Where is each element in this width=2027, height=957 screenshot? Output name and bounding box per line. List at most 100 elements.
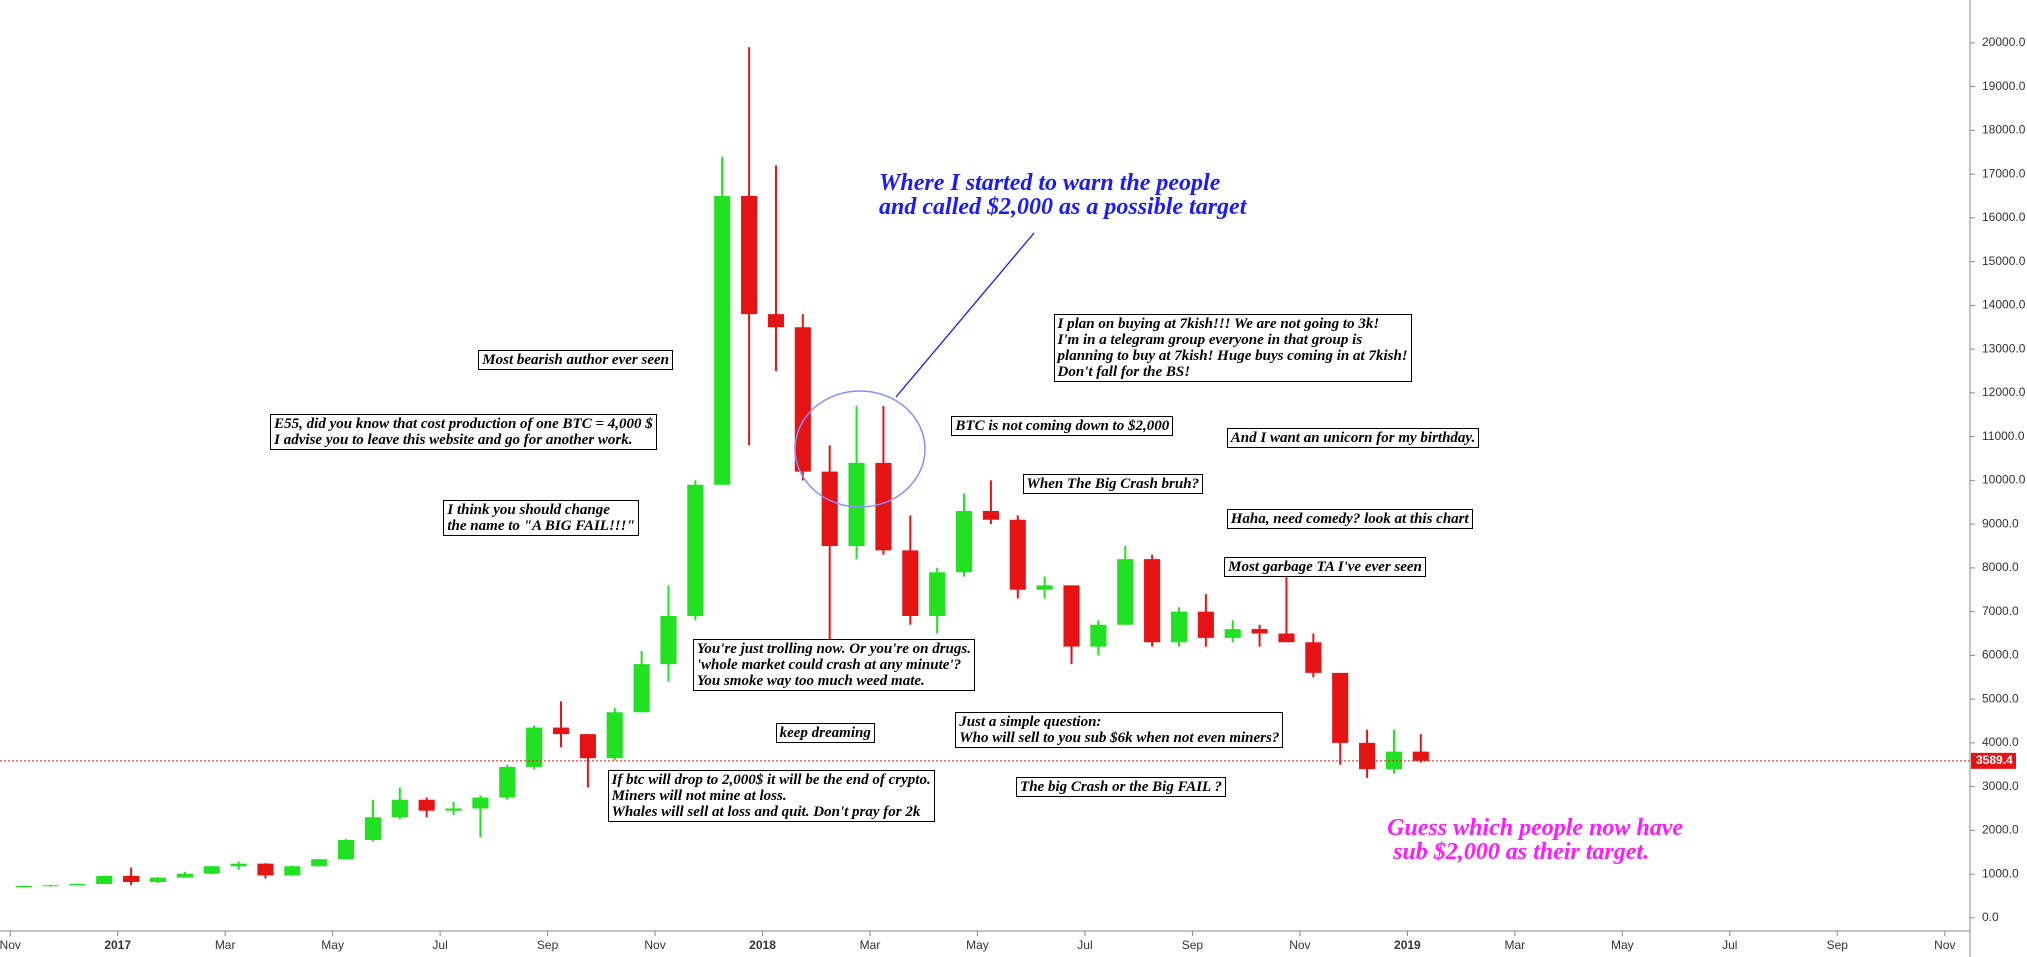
annotation-line: Who will sell to you sub $6k when not ev…	[959, 730, 1280, 747]
annotation-line: When The Big Crash bruh?	[1026, 476, 1200, 493]
candle-body	[1359, 742, 1376, 770]
y-tick-label: 4000.0	[1982, 735, 2019, 749]
candle-body	[418, 799, 435, 811]
candle-body	[552, 727, 570, 735]
annotation-line: The big Crash or the Big FAIL ?	[1020, 778, 1222, 795]
candle-body	[714, 196, 731, 485]
annotation: You're just trolling now. Or you're on d…	[692, 638, 975, 691]
x-tick-label: Nov	[0, 938, 21, 952]
y-tick-label: 10000.0	[1982, 473, 2026, 487]
x-tick-label: Mar	[1505, 938, 1526, 952]
annotation-line: Most bearish author ever seen	[482, 352, 669, 369]
annotation-line: Most garbage TA I've ever seen	[1228, 559, 1422, 576]
y-tick-label: 6000.0	[1982, 648, 2019, 662]
candle-body	[203, 866, 220, 874]
last-price-label: 3589.4	[1976, 753, 2013, 767]
candle-body	[257, 863, 274, 876]
annotation: Just a simple question: Who will sell to …	[955, 712, 1284, 749]
y-tick-label: 14000.0	[1982, 298, 2026, 312]
candle-body	[741, 196, 758, 315]
x-tick-label: 2017	[104, 938, 131, 952]
annotation-line: BTC is not coming down to $2,000	[955, 418, 1170, 435]
annotation-line: I think you should change	[447, 502, 610, 519]
candle-body	[499, 766, 516, 798]
x-tick-label: Sep	[1182, 938, 1204, 952]
candle-body	[1412, 751, 1429, 761]
annotation-line: Guess which people now have	[1387, 814, 1684, 841]
y-tick-label: 13000.0	[1982, 341, 2026, 355]
y-tick-label: 11000.0	[1982, 429, 2025, 443]
annotation: Most garbage TA I've ever seen	[1224, 557, 1426, 578]
candle-body	[660, 616, 677, 665]
candle-body	[1090, 624, 1107, 647]
x-tick-label: Nov	[1934, 938, 1955, 952]
y-tick-label: 15000.0	[1982, 254, 2026, 268]
candle-body	[176, 873, 193, 878]
candle-body	[955, 511, 973, 573]
x-tick-label: Mar	[215, 938, 236, 952]
annotation-line: the name to "A BIG FAIL!!!"	[447, 518, 635, 535]
candle-body	[821, 471, 838, 546]
candle-body	[606, 712, 623, 759]
candle-body	[848, 462, 865, 546]
y-tick-label: 0.0	[1982, 910, 1999, 924]
x-tick-label: Jul	[1722, 938, 1737, 952]
y-tick-label: 9000.0	[1982, 516, 2019, 530]
candle-body	[929, 572, 946, 616]
y-tick-label: 3000.0	[1982, 779, 2019, 793]
x-tick-label: May	[966, 938, 989, 952]
candles	[15, 47, 1429, 888]
annotation: keep dreaming	[775, 722, 875, 743]
annotation: The big Crash or the Big FAIL ?	[1016, 776, 1226, 797]
annotation-line: sub $2,000 as their target.	[1387, 838, 1650, 865]
x-tick-label: Nov	[644, 938, 665, 952]
ticks: 0.0 1000.0 2000.0 3000.0 4000.0 5000.0 6000.0 7…	[0, 35, 2026, 952]
annotation-line: Just a simple question:	[959, 714, 1102, 731]
annotation: If btc will drop to 2,000$ it will be th…	[607, 770, 935, 823]
annotation-line: You're just trolling now. Or you're on d…	[696, 640, 971, 657]
annotation: Haha, need comedy? look at this chart	[1226, 509, 1473, 530]
candle-body	[982, 511, 999, 520]
x-tick-label: 2019	[1394, 938, 1421, 952]
y-tick-label: 16000.0	[1982, 210, 2026, 224]
annotation-line: Whales will sell at loss and quit. Don't…	[611, 804, 921, 821]
annotation-line: I'm in a telegram group everyone in that…	[1057, 332, 1363, 349]
candle-body	[472, 797, 489, 809]
y-tick-label: 7000.0	[1982, 604, 2019, 618]
annotation-line: I advise you to leave this website and g…	[274, 431, 633, 448]
candle-body	[902, 550, 919, 616]
candle-body	[1144, 559, 1161, 643]
candle-body	[1305, 642, 1322, 673]
candle-body	[1117, 559, 1134, 625]
candle-body	[445, 808, 462, 811]
y-tick-label: 17000.0	[1982, 166, 2026, 180]
candle-body	[794, 327, 811, 472]
candle-body	[1063, 585, 1080, 647]
candle-body	[1197, 611, 1214, 638]
x-tick-label: 2018	[749, 938, 776, 952]
candle-body	[1009, 519, 1026, 590]
y-tick-label: 2000.0	[1982, 823, 2019, 837]
candle-body	[1224, 629, 1241, 638]
x-tick-label: Jul	[1077, 938, 1092, 952]
y-tick-label: 20000.0	[1982, 35, 2026, 49]
annotation-line: Don't fall for the BS!	[1057, 364, 1191, 381]
candle-body	[391, 799, 408, 818]
candle-body	[230, 863, 247, 867]
annotation-line: And I want an unicorn for my birthday.	[1230, 429, 1476, 446]
x-tick-label: Mar	[860, 938, 881, 952]
annotation-line: keep dreaming	[779, 724, 871, 741]
candle-body	[1251, 629, 1268, 634]
annotation: E55, did you know that cost production o…	[270, 413, 657, 450]
x-tick-label: Jul	[432, 938, 447, 952]
annotation-line: E55, did you know that cost production o…	[274, 415, 653, 432]
candle-body	[1170, 611, 1188, 643]
annotation-line: You smoke way too much weed mate.	[696, 672, 925, 689]
candle-body	[579, 734, 596, 759]
x-tick-label: Nov	[1289, 938, 1310, 952]
candle-body	[284, 866, 301, 876]
candle-body	[875, 462, 892, 551]
y-tick-label: 18000.0	[1982, 123, 2026, 137]
annotation: BTC is not coming down to $2,000	[951, 416, 1174, 437]
